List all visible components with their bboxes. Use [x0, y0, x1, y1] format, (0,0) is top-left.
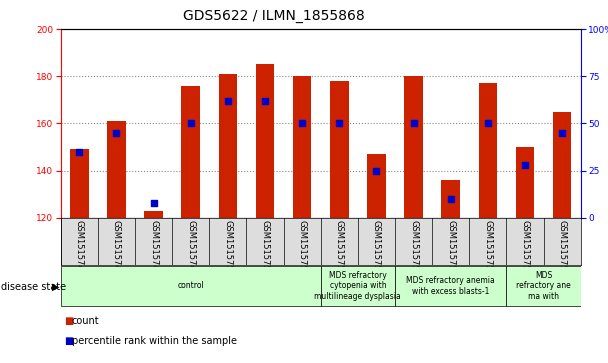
- Bar: [144, 211, 163, 218]
- Bar: [478, 83, 497, 218]
- Point: [371, 168, 381, 174]
- Point: [446, 196, 455, 202]
- Text: GSM1515749: GSM1515749: [186, 220, 195, 276]
- Text: GSM1515746: GSM1515746: [75, 220, 84, 276]
- Text: MDS refractory anemia
with excess blasts-1: MDS refractory anemia with excess blasts…: [406, 276, 495, 295]
- Point: [260, 98, 270, 104]
- Text: GSM1515747: GSM1515747: [112, 220, 121, 276]
- Bar: [516, 147, 534, 218]
- Text: GDS5622 / ILMN_1855868: GDS5622 / ILMN_1855868: [183, 9, 364, 23]
- Text: ■: ■: [64, 316, 73, 326]
- Text: GSM1515758: GSM1515758: [520, 220, 530, 276]
- Bar: [553, 111, 572, 218]
- FancyBboxPatch shape: [506, 266, 581, 306]
- Text: disease state: disease state: [1, 282, 66, 292]
- Text: GSM1515754: GSM1515754: [372, 220, 381, 276]
- Bar: [107, 121, 126, 218]
- Text: GSM1515756: GSM1515756: [446, 220, 455, 276]
- Point: [223, 98, 233, 104]
- Text: control: control: [178, 281, 204, 290]
- Bar: [330, 81, 348, 218]
- Text: MDS refractory
cytopenia with
multilineage dysplasia: MDS refractory cytopenia with multilinea…: [314, 271, 401, 301]
- Point: [334, 121, 344, 126]
- Text: GSM1515759: GSM1515759: [558, 220, 567, 276]
- Text: GSM1515751: GSM1515751: [260, 220, 269, 276]
- Text: GSM1515750: GSM1515750: [223, 220, 232, 276]
- Text: ▶: ▶: [52, 282, 60, 292]
- FancyBboxPatch shape: [395, 266, 506, 306]
- Text: GSM1515755: GSM1515755: [409, 220, 418, 276]
- Point: [149, 200, 159, 205]
- Point: [409, 121, 418, 126]
- Text: count: count: [72, 316, 99, 326]
- Text: GSM1515753: GSM1515753: [335, 220, 344, 276]
- Point: [186, 121, 196, 126]
- Text: ■: ■: [64, 336, 73, 346]
- Bar: [404, 76, 423, 218]
- Point: [520, 162, 530, 168]
- Text: percentile rank within the sample: percentile rank within the sample: [72, 336, 237, 346]
- Text: GSM1515757: GSM1515757: [483, 220, 492, 276]
- Point: [112, 130, 122, 136]
- Text: GSM1515748: GSM1515748: [149, 220, 158, 276]
- Point: [483, 121, 492, 126]
- FancyBboxPatch shape: [321, 266, 395, 306]
- Bar: [181, 86, 200, 218]
- Point: [297, 121, 307, 126]
- Point: [557, 130, 567, 136]
- Bar: [441, 180, 460, 218]
- Text: GSM1515752: GSM1515752: [298, 220, 306, 276]
- Bar: [256, 65, 274, 218]
- Bar: [293, 76, 311, 218]
- Bar: [367, 154, 385, 218]
- Text: MDS
refractory ane
ma with: MDS refractory ane ma with: [516, 271, 571, 301]
- Point: [75, 149, 85, 155]
- Bar: [70, 150, 89, 218]
- Bar: [219, 74, 237, 218]
- FancyBboxPatch shape: [61, 266, 321, 306]
